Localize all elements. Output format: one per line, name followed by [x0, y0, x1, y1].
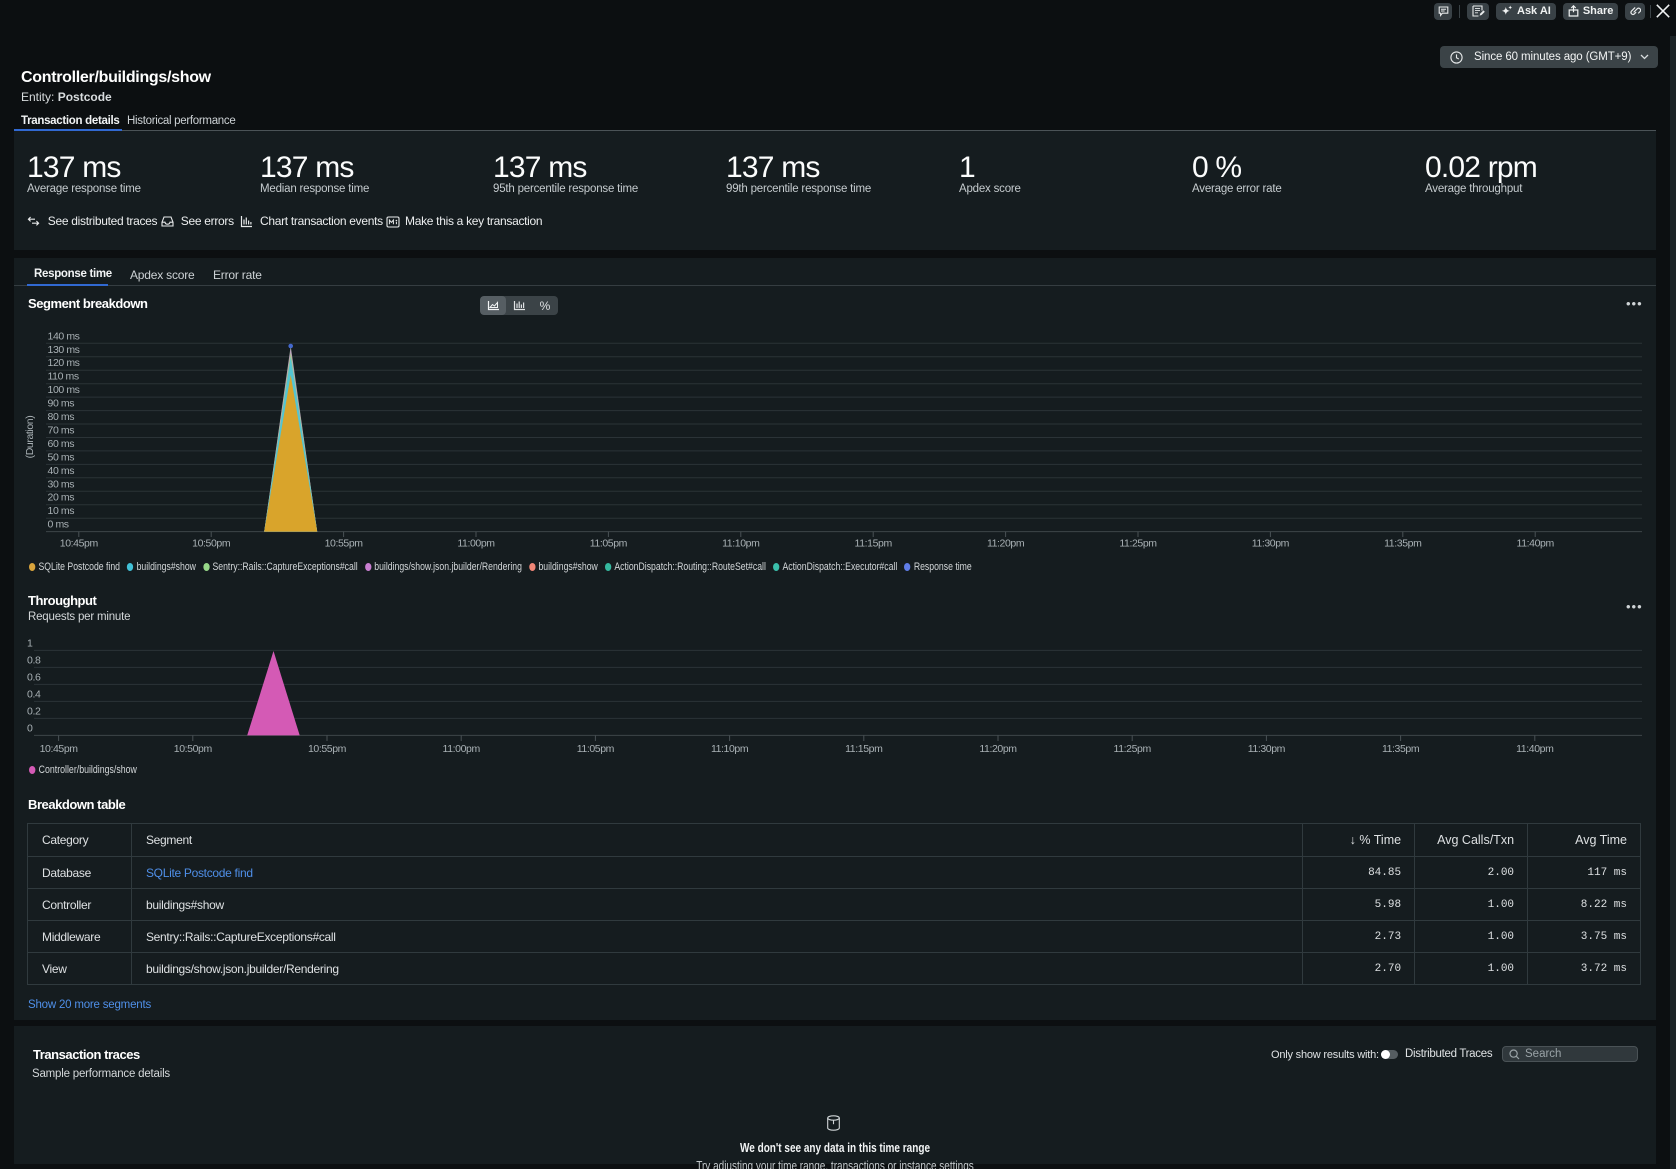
svg-text:11:20pm: 11:20pm	[979, 743, 1017, 755]
svg-text:60 ms: 60 ms	[48, 438, 75, 450]
svg-text:10:45pm: 10:45pm	[40, 743, 79, 755]
svg-text:0.6: 0.6	[27, 671, 41, 683]
svg-text:30 ms: 30 ms	[48, 478, 75, 490]
svg-text:0 ms: 0 ms	[48, 519, 69, 531]
svg-text:11:05pm: 11:05pm	[577, 743, 615, 755]
svg-text:140 ms: 140 ms	[48, 330, 80, 342]
svg-text:120 ms: 120 ms	[48, 357, 80, 369]
svg-text:11:15pm: 11:15pm	[845, 743, 883, 755]
svg-text:11:40pm: 11:40pm	[1516, 743, 1554, 755]
svg-text:10:55pm: 10:55pm	[325, 538, 364, 550]
svg-text:11:00pm: 11:00pm	[457, 538, 495, 550]
svg-text:10:45pm: 10:45pm	[60, 538, 99, 550]
svg-text:20 ms: 20 ms	[48, 492, 75, 504]
svg-text:100 ms: 100 ms	[48, 384, 80, 396]
svg-text:0: 0	[27, 722, 33, 734]
svg-text:50 ms: 50 ms	[48, 451, 75, 463]
svg-text:11:05pm: 11:05pm	[590, 538, 628, 550]
svg-text:11:20pm: 11:20pm	[987, 538, 1025, 550]
svg-text:11:25pm: 11:25pm	[1114, 743, 1152, 755]
svg-text:11:00pm: 11:00pm	[443, 743, 481, 755]
svg-text:10:50pm: 10:50pm	[192, 538, 231, 550]
svg-text:11:10pm: 11:10pm	[711, 743, 749, 755]
svg-text:11:15pm: 11:15pm	[855, 538, 893, 550]
svg-text:10:50pm: 10:50pm	[174, 743, 213, 755]
svg-text:130 ms: 130 ms	[48, 344, 80, 356]
svg-text:11:35pm: 11:35pm	[1382, 743, 1420, 755]
svg-text:0.2: 0.2	[27, 705, 41, 717]
svg-text:11:10pm: 11:10pm	[722, 538, 760, 550]
svg-text:10 ms: 10 ms	[48, 505, 75, 517]
svg-text:11:40pm: 11:40pm	[1517, 538, 1555, 550]
svg-text:11:30pm: 11:30pm	[1252, 538, 1290, 550]
svg-text:80 ms: 80 ms	[48, 411, 75, 423]
svg-text:1: 1	[27, 637, 33, 649]
svg-text:0.4: 0.4	[27, 688, 41, 700]
svg-text:(Duration): (Duration)	[24, 416, 36, 459]
svg-text:10:55pm: 10:55pm	[308, 743, 347, 755]
svg-text:11:25pm: 11:25pm	[1119, 538, 1157, 550]
svg-text:40 ms: 40 ms	[48, 465, 75, 477]
svg-text:11:30pm: 11:30pm	[1248, 743, 1286, 755]
svg-text:110 ms: 110 ms	[48, 371, 79, 383]
svg-text:0.8: 0.8	[27, 654, 41, 666]
svg-text:70 ms: 70 ms	[48, 425, 75, 437]
svg-text:90 ms: 90 ms	[48, 398, 75, 410]
svg-text:11:35pm: 11:35pm	[1384, 538, 1422, 550]
